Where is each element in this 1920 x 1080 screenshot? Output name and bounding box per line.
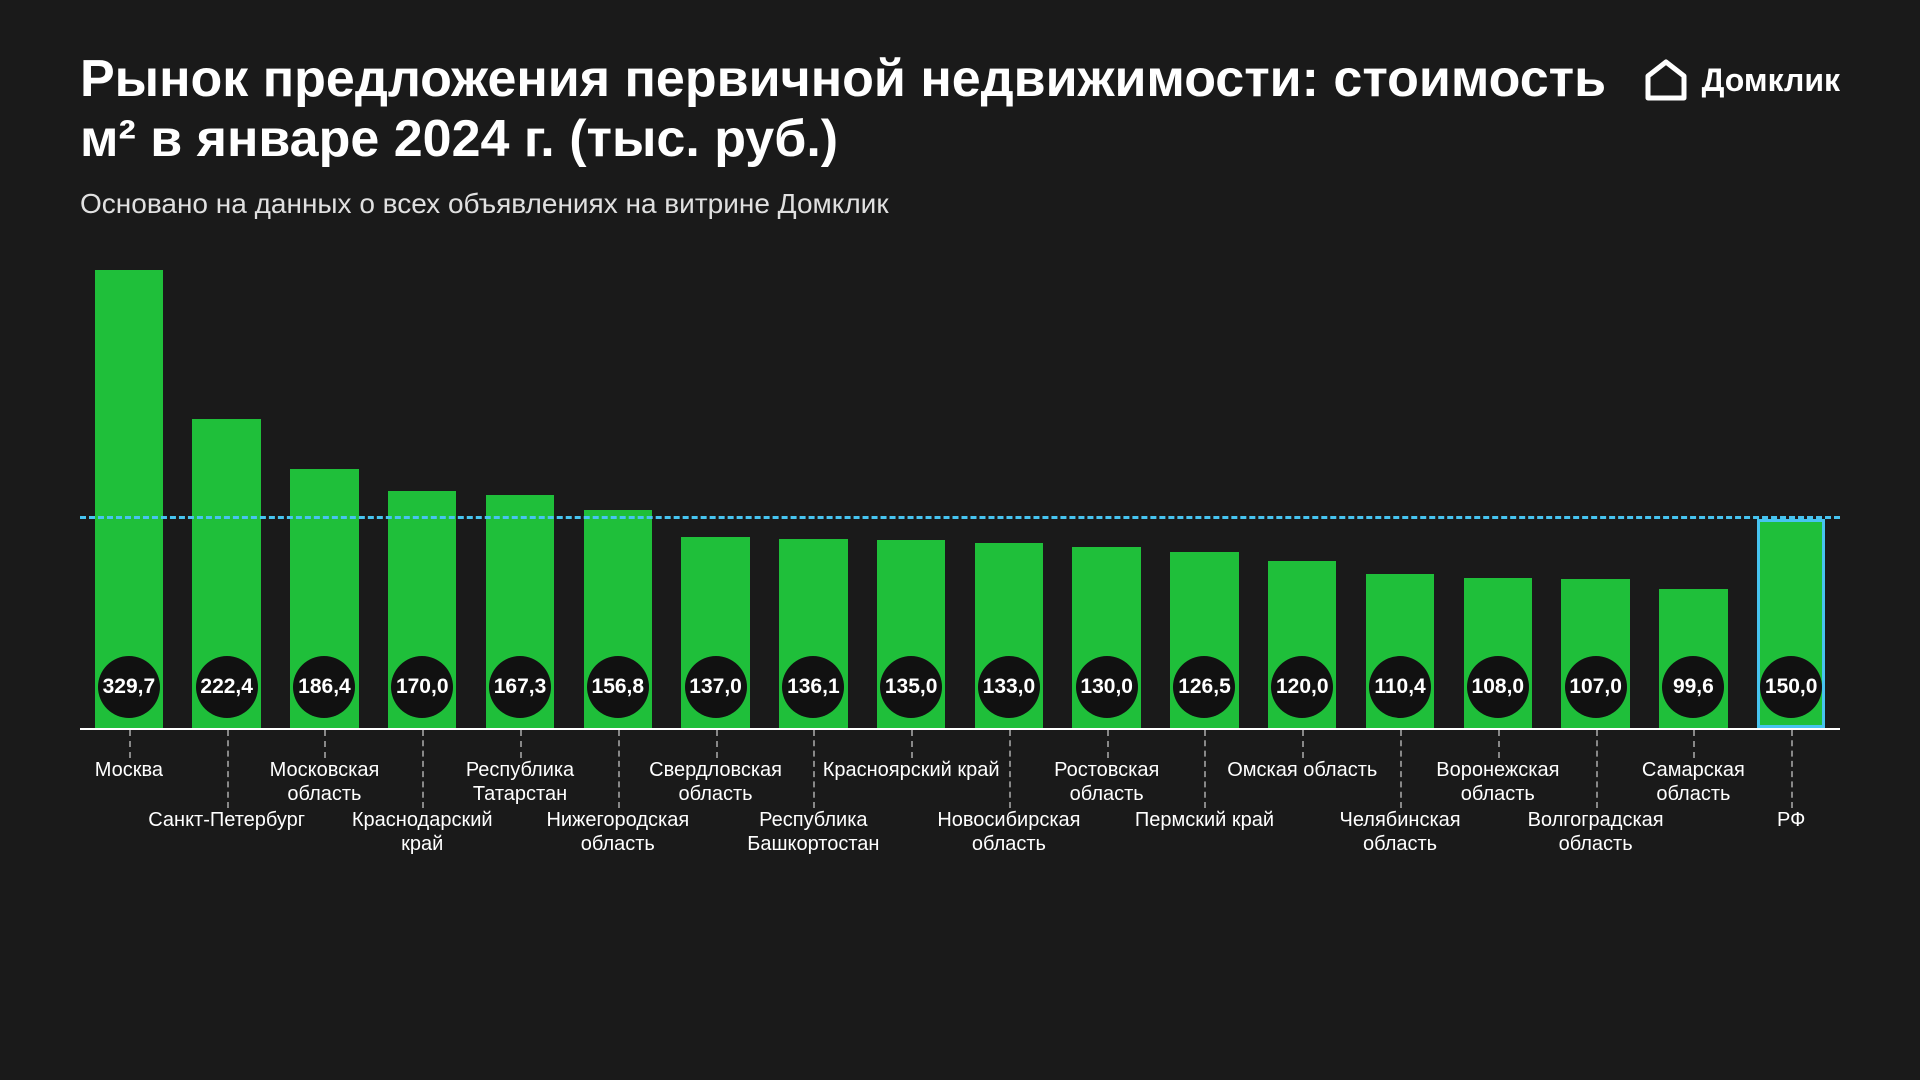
value-badge: 329,7 xyxy=(98,656,160,718)
bar: 150,0 xyxy=(1757,519,1825,727)
tick-line xyxy=(129,730,131,758)
bar-slot: 130,0 xyxy=(1058,270,1156,728)
bar-slot: 170,0 xyxy=(373,270,471,728)
bar: 107,0 xyxy=(1561,579,1629,728)
value-badge: 170,0 xyxy=(391,656,453,718)
bar-slot: 133,0 xyxy=(960,270,1058,728)
tick-line xyxy=(324,730,326,758)
value-badge: 120,0 xyxy=(1271,656,1333,718)
bar-slot: 167,3 xyxy=(471,270,569,728)
title-block: Рынок предложения первичной недвижимости… xyxy=(80,50,1644,220)
tick-line xyxy=(227,730,229,808)
bar-slot: 186,4 xyxy=(276,270,374,728)
value-badge: 156,8 xyxy=(587,656,649,718)
value-badge: 133,0 xyxy=(978,656,1040,718)
bar-slot: 156,8 xyxy=(569,270,667,728)
bar-slot: 126,5 xyxy=(1156,270,1254,728)
bar: 135,0 xyxy=(877,540,945,728)
value-badge: 222,4 xyxy=(196,656,258,718)
category-label: РФ xyxy=(1701,808,1881,832)
tick-line xyxy=(1107,730,1109,758)
value-badge: 136,1 xyxy=(782,656,844,718)
chart-container: 329,7 222,4 186,4 170,0 167,3 156,8 137,0 136,1… xyxy=(80,270,1840,1030)
tick-line xyxy=(618,730,620,808)
value-badge: 99,6 xyxy=(1662,656,1724,718)
bar-slot: 107,0 xyxy=(1547,270,1645,728)
tick-line xyxy=(716,730,718,758)
bar: 110,4 xyxy=(1366,574,1434,727)
bar-slot: 150,0 xyxy=(1742,270,1840,728)
tick-line xyxy=(520,730,522,758)
tick-line xyxy=(1204,730,1206,808)
chart-title: Рынок предложения первичной недвижимости… xyxy=(80,50,1644,170)
tick-line xyxy=(1302,730,1304,758)
value-badge: 126,5 xyxy=(1173,656,1235,718)
bar-slot: 99,6 xyxy=(1645,270,1743,728)
value-badge: 130,0 xyxy=(1076,656,1138,718)
value-badge: 137,0 xyxy=(685,656,747,718)
tick-line xyxy=(1791,730,1793,808)
tick-line xyxy=(1400,730,1402,808)
bar: 133,0 xyxy=(975,543,1043,728)
bar: 167,3 xyxy=(486,495,554,727)
bar: 99,6 xyxy=(1659,589,1727,727)
bar-slot: 110,4 xyxy=(1351,270,1449,728)
bar-slot: 329,7 xyxy=(80,270,178,728)
bar-slot: 135,0 xyxy=(862,270,960,728)
bar: 126,5 xyxy=(1170,552,1238,728)
value-badge: 107,0 xyxy=(1565,656,1627,718)
bar: 156,8 xyxy=(584,510,652,728)
value-badge: 150,0 xyxy=(1760,656,1822,718)
bar-slot: 137,0 xyxy=(667,270,765,728)
house-icon xyxy=(1644,58,1688,102)
bar: 170,0 xyxy=(388,491,456,727)
value-badge: 108,0 xyxy=(1467,656,1529,718)
value-badge: 167,3 xyxy=(489,656,551,718)
bar: 329,7 xyxy=(95,270,163,728)
chart-subtitle: Основано на данных о всех объявлениях на… xyxy=(80,188,1644,220)
bar-slot: 136,1 xyxy=(764,270,862,728)
bar: 186,4 xyxy=(290,469,358,728)
bar-slot: 120,0 xyxy=(1253,270,1351,728)
value-badge: 135,0 xyxy=(880,656,942,718)
value-badge: 186,4 xyxy=(293,656,355,718)
brand-logo: Домклик xyxy=(1644,58,1840,102)
tick-line xyxy=(422,730,424,808)
tick-line xyxy=(1693,730,1695,758)
tick-line xyxy=(1596,730,1598,808)
bar: 108,0 xyxy=(1464,578,1532,728)
bar: 136,1 xyxy=(779,539,847,728)
x-axis-labels: МоскваСанкт-ПетербургМосковская областьК… xyxy=(80,730,1840,930)
bar: 222,4 xyxy=(192,419,260,728)
label-slot: РФ xyxy=(1742,730,1840,930)
tick-line xyxy=(1498,730,1500,758)
bar: 120,0 xyxy=(1268,561,1336,728)
bar-slot: 108,0 xyxy=(1449,270,1547,728)
tick-line xyxy=(1009,730,1011,808)
bar: 137,0 xyxy=(681,537,749,727)
tick-line xyxy=(911,730,913,758)
brand-name: Домклик xyxy=(1702,62,1840,99)
value-badge: 110,4 xyxy=(1369,656,1431,718)
bar: 130,0 xyxy=(1072,547,1140,728)
bar-chart: 329,7 222,4 186,4 170,0 167,3 156,8 137,0 136,1… xyxy=(80,270,1840,730)
bar-slot: 222,4 xyxy=(178,270,276,728)
tick-line xyxy=(813,730,815,808)
header: Рынок предложения первичной недвижимости… xyxy=(80,50,1840,220)
